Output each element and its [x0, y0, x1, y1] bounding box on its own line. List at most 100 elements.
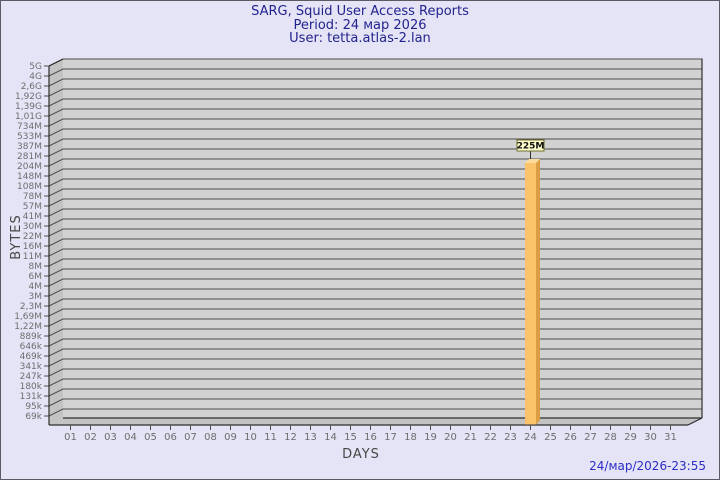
gridline	[44, 98, 702, 107]
y-tick-label: 69k	[25, 412, 42, 422]
plot-edge	[48, 58, 64, 67]
report-header: SARG, Squid User Access Reports Period: …	[1, 5, 719, 46]
y-tick-label: 204M	[17, 162, 42, 172]
value-label-box	[516, 139, 545, 152]
y-tick-label: 131k	[20, 392, 43, 402]
x-tick-label: 22	[484, 432, 497, 443]
x-tick-label: 07	[184, 432, 197, 443]
x-tick-label: 24	[524, 432, 537, 443]
y-tick-label: 1,39G	[15, 102, 42, 112]
x-tick-label: 09	[224, 432, 237, 443]
report-period: Period: 24 мар 2026	[293, 17, 427, 33]
y-tick-label: 2,6G	[21, 82, 42, 92]
y-tick-label: 6M	[29, 272, 43, 282]
x-tick-label: 21	[464, 432, 477, 443]
y-tick-label: 734M	[17, 122, 42, 132]
gridline	[44, 118, 702, 127]
gridline	[44, 258, 702, 267]
gridline	[44, 328, 702, 337]
report-user: User: tetta.atlas-2.lan	[289, 31, 431, 46]
x-tick-label: 18	[404, 432, 417, 443]
gridline	[44, 78, 702, 87]
gridline	[44, 248, 702, 257]
gridline	[44, 228, 702, 237]
y-tick-label: 281M	[17, 152, 42, 162]
y-tick-label: 1,92G	[15, 92, 42, 102]
y-tick-label: 2,3M	[20, 302, 42, 312]
y-tick-label: 57M	[23, 202, 42, 212]
gridline	[44, 348, 702, 357]
bar-day-24	[525, 162, 536, 425]
bar-side-face	[536, 158, 540, 425]
y-tick-label: 1,01G	[15, 112, 42, 122]
gridline	[44, 278, 702, 287]
x-tick-label: 08	[204, 432, 217, 443]
y-tick-label: 11M	[23, 252, 42, 262]
y-tick-label: 16M	[23, 242, 42, 252]
y-axis-title: BYTES	[9, 214, 24, 260]
y-tick-label: 1,69M	[14, 312, 42, 322]
y-tick-label: 5G	[29, 62, 42, 72]
x-tick-label: 17	[384, 432, 397, 443]
gridline	[44, 108, 702, 117]
x-axis-title: DAYS	[342, 447, 380, 462]
gridline	[44, 358, 702, 367]
y-tick-label: 341k	[20, 362, 43, 372]
x-tick-label: 29	[624, 432, 637, 443]
gridline	[44, 188, 702, 197]
gridline	[44, 198, 702, 207]
y-tick-label: 41M	[23, 212, 42, 222]
x-tick-label: 04	[124, 432, 137, 443]
y-tick-label: 3M	[29, 292, 43, 302]
generated-timestamp: 24/мар/2026-23:55	[589, 459, 706, 473]
y-tick-label: 646k	[20, 342, 43, 352]
gridline	[44, 378, 702, 387]
x-tick-label: 05	[144, 432, 157, 443]
x-tick-label: 19	[424, 432, 437, 443]
x-tick-label: 20	[444, 432, 457, 443]
y-tick-label: 4G	[29, 72, 42, 82]
y-tick-label: 533M	[17, 132, 42, 142]
gridline	[44, 218, 702, 227]
y-tick-label: 4M	[29, 282, 43, 292]
y-tick-label: 22M	[23, 232, 42, 242]
x-tick-label: 12	[284, 432, 297, 443]
x-tick-label: 28	[604, 432, 617, 443]
value-label: 225M	[517, 142, 545, 152]
gridline	[44, 148, 702, 157]
x-tick-label: 25	[544, 432, 557, 443]
y-tick-label: 30M	[23, 222, 42, 232]
x-tick-label: 31	[664, 432, 677, 443]
gridline	[44, 128, 702, 137]
x-tick-label: 16	[364, 432, 377, 443]
gridline	[44, 88, 702, 97]
gridline	[44, 268, 702, 277]
x-tick-label: 11	[264, 432, 277, 443]
gridline	[44, 238, 702, 247]
gridline	[44, 68, 702, 77]
gridline	[44, 158, 702, 167]
report-title: SARG, Squid User Access Reports	[251, 4, 469, 19]
gridline	[44, 208, 702, 217]
gridline	[44, 408, 702, 417]
gridline	[44, 398, 702, 407]
x-tick-label: 15	[344, 432, 357, 443]
y-tick-label: 469k	[20, 352, 43, 362]
y-tick-label: 889k	[20, 332, 43, 342]
gridline	[44, 308, 702, 317]
plot-floor	[49, 418, 702, 425]
y-tick-label: 180k	[20, 382, 43, 392]
y-tick-label: 1,22M	[14, 322, 42, 332]
y-tick-label: 8M	[29, 262, 43, 272]
gridline	[44, 388, 702, 397]
y-tick-label: 247k	[20, 372, 43, 382]
x-tick-label: 26	[564, 432, 577, 443]
y-tick-label: 387M	[17, 142, 42, 152]
gridline	[44, 288, 702, 297]
gridline	[44, 318, 702, 327]
gridline	[44, 298, 702, 307]
gridline	[44, 178, 702, 187]
bar-top-face	[525, 158, 540, 163]
y-tick-label: 108M	[17, 182, 42, 192]
